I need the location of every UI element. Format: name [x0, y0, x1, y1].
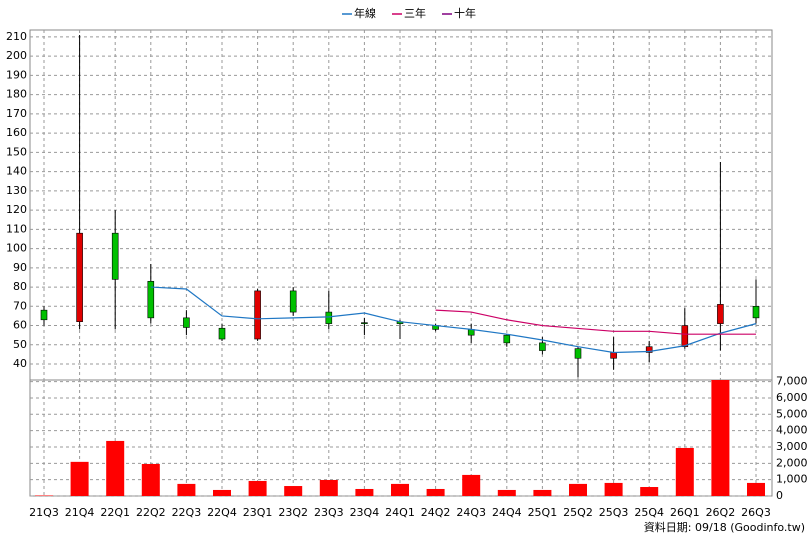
y-tick-label: 200 — [6, 49, 27, 62]
y-tick-label: 60 — [13, 319, 27, 332]
y2-tick-label: 0 — [776, 489, 783, 502]
candle-body — [717, 304, 724, 324]
candle-body — [147, 280, 155, 319]
y2-tick-label: 1,000 — [776, 473, 808, 486]
volume-bar — [569, 483, 587, 496]
candle-body — [574, 348, 582, 359]
y-tick-label: 100 — [6, 242, 27, 255]
y2-tick-label: 3,000 — [776, 440, 808, 453]
line-series — [150, 286, 757, 354]
x-tick-label: 23Q4 — [350, 506, 380, 519]
volume-bar — [141, 463, 160, 496]
y2-tick-label: 4,000 — [776, 424, 808, 437]
x-tick-label: 26Q2 — [706, 506, 736, 519]
y-tick-label: 40 — [13, 357, 27, 370]
y2-tick-label: 7,000 — [776, 375, 808, 388]
x-tick-label: 22Q3 — [172, 506, 202, 519]
candle-body — [218, 327, 226, 340]
y-tick-label: 120 — [6, 203, 27, 216]
volume-bar — [319, 479, 338, 496]
x-tick-label: 25Q2 — [563, 506, 593, 519]
volume-bar — [462, 474, 481, 496]
x-tick-label: 26Q1 — [670, 506, 700, 519]
volume-bar — [284, 486, 303, 496]
x-tick-label: 25Q4 — [634, 506, 664, 519]
candle-body — [289, 290, 297, 313]
x-tick-label: 23Q1 — [243, 506, 273, 519]
y-tick-label: 90 — [13, 261, 27, 274]
y2-tick-label: 6,000 — [776, 391, 808, 404]
candle-body — [610, 352, 617, 359]
y-tick-label: 160 — [6, 126, 27, 139]
source: 資料日期: 09/18 (Goodinfo.tw) — [644, 520, 805, 534]
y-tick-label: 50 — [13, 338, 27, 351]
candle-body — [76, 232, 83, 322]
volume-bar — [711, 380, 730, 496]
volume-bar — [604, 482, 623, 496]
x-tick-label: 21Q4 — [65, 506, 95, 519]
volume-bar — [533, 489, 552, 496]
y-tick-label: 110 — [6, 222, 27, 235]
candle-body — [325, 311, 333, 324]
x-tick-label: 22Q4 — [207, 506, 237, 519]
y-tick-label: 70 — [13, 299, 27, 312]
y-tick-label: 210 — [6, 30, 27, 43]
candle-body — [503, 334, 511, 344]
x-tick-label: 22Q2 — [136, 506, 166, 519]
y2-tick-label: 5,000 — [776, 407, 808, 420]
volume-bar — [497, 489, 516, 496]
y2-tick-label: 2,000 — [776, 456, 808, 469]
x-tick-label: 22Q1 — [100, 506, 130, 519]
volume-bar — [355, 488, 374, 496]
candle-body — [752, 306, 760, 319]
x-tick-label: 23Q3 — [314, 506, 344, 519]
legend-label: 三年 — [404, 6, 426, 20]
y-tick-label: 190 — [6, 68, 27, 81]
candle-body — [183, 317, 190, 328]
volume-bar — [177, 483, 196, 496]
volume-bar — [426, 488, 445, 496]
plot-frame — [29, 29, 773, 497]
x-tick-label: 23Q2 — [278, 506, 308, 519]
y-tick-label: 130 — [6, 184, 27, 197]
candle-body — [111, 232, 119, 280]
candle-body — [681, 325, 689, 348]
candle-body — [254, 290, 261, 340]
line-series — [435, 309, 756, 335]
volume-bar — [248, 480, 267, 496]
x-tick-label: 24Q3 — [456, 506, 486, 519]
volume-bar — [106, 440, 125, 496]
volume-bar — [747, 482, 765, 496]
candle-body — [40, 309, 48, 321]
y-tick-label: 150 — [6, 145, 27, 158]
x-tick-label: 24Q2 — [421, 506, 451, 519]
x-tick-label: 24Q4 — [492, 506, 522, 519]
x-tick-label: 21Q3 — [29, 506, 59, 519]
legend-label: 年線 — [354, 6, 376, 20]
volume-bar — [70, 461, 89, 496]
volume-bar — [391, 483, 409, 496]
y-tick-label: 80 — [13, 280, 27, 293]
x-tick-label: 25Q1 — [528, 506, 558, 519]
candle-body — [361, 322, 368, 324]
legend-label: 十年 — [454, 6, 476, 20]
y-tick-label: 170 — [6, 107, 27, 120]
x-tick-label: 26Q3 — [741, 506, 771, 519]
x-tick-label: 25Q3 — [599, 506, 629, 519]
candle-body — [645, 346, 653, 353]
y-tick-label: 180 — [6, 88, 27, 101]
x-tick-label: 24Q1 — [385, 506, 415, 519]
candle-body — [539, 342, 546, 351]
volume-bar — [640, 487, 659, 496]
volume-bar — [675, 447, 694, 496]
volume-bar — [213, 489, 231, 496]
y-tick-label: 140 — [6, 165, 27, 178]
